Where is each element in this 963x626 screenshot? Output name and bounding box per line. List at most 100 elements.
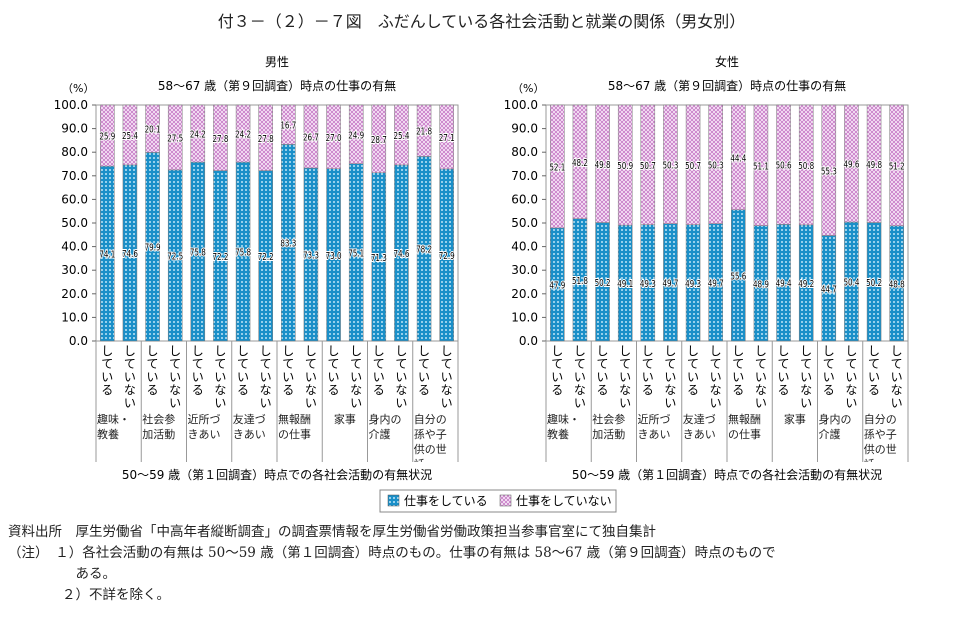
data-label-not-working: 50.6 <box>776 161 792 172</box>
subcategory-label-char: し <box>597 344 609 358</box>
subcategory-label-char: て <box>395 357 407 371</box>
bar-not-working <box>550 104 565 229</box>
bar-not-working <box>640 104 656 225</box>
subcategory-label-char: い <box>305 396 317 410</box>
bar-not-working <box>213 104 228 171</box>
subcategory-label-char: い <box>845 370 857 384</box>
y-tick-label: 0.0 <box>519 334 538 348</box>
data-label-not-working: 25.4 <box>393 131 409 142</box>
group-label-box: 無報酬の仕事 <box>728 413 761 441</box>
chart-female: 女性 58～67 歳（第９回調査）時点の仕事の有無 （%） 0.0 10.0 20.0 30… <box>504 54 909 482</box>
data-label-working: 75.8 <box>190 248 206 259</box>
subcategory-label-char: し <box>755 344 767 358</box>
group-label-box: 趣味・教養 <box>97 413 130 441</box>
subcategory-label-char: て <box>328 357 340 371</box>
subcategory-label-char: て <box>800 357 812 371</box>
subcategory-label-char: い <box>147 370 159 384</box>
data-label-working: 49.7 <box>662 278 678 289</box>
subcategory-label-char: い <box>778 370 790 384</box>
subcategory-label-char: い <box>328 370 340 384</box>
data-label-working: 48.9 <box>753 279 769 290</box>
subcategory-label-char: な <box>214 383 226 397</box>
chart-subtitle: 58～67 歳（第９回調査）時点の仕事の有無 <box>158 78 396 93</box>
subcategory-label-char: て <box>597 357 609 371</box>
bar-not-working <box>371 104 387 173</box>
data-label-not-working: 51.1 <box>753 161 769 172</box>
subcategory-label-char: て <box>755 357 767 371</box>
group-label-box: 趣味・教養 <box>547 413 580 441</box>
group-label-box: 近所づきあい <box>188 413 221 441</box>
bar-not-working <box>167 104 183 171</box>
subcategory-label-char: る <box>597 383 609 397</box>
data-label-not-working: 24.9 <box>348 130 364 141</box>
group-label: 社会参加活動 <box>142 413 176 441</box>
subcategory-label-char: て <box>664 357 676 371</box>
subcategory-label-char: し <box>551 344 563 358</box>
subcategory-label-char: い <box>214 396 226 410</box>
y-tick-label: 90.0 <box>511 122 538 136</box>
subcategory-label-char: い <box>101 370 113 384</box>
subcategory-label-char: い <box>619 370 631 384</box>
data-label-not-working: 44.4 <box>730 153 746 164</box>
y-tick-label: 30.0 <box>511 263 538 277</box>
data-label-not-working: 50.3 <box>708 160 724 171</box>
subcategory-label-char: て <box>687 357 699 371</box>
chart-area: 男性 58～67 歳（第９回調査）時点の仕事の有無 （%） 0.0 10.0 20.0 30… <box>54 54 909 513</box>
data-label-not-working: 28.7 <box>371 135 387 146</box>
group-label: 自分の孫や子供の世話 <box>863 413 897 462</box>
subcategory-label-char: い <box>687 370 699 384</box>
subcategory-label-char: て <box>441 357 453 371</box>
y-tick-label: 40.0 <box>61 240 88 254</box>
subcategory-label-char: て <box>619 357 631 371</box>
subcategory-label-char: い <box>800 370 812 384</box>
note-1: （注） １）各社会活動の有無は 50～59 歳（第１回調査）時点のもの。仕事の有… <box>8 545 776 561</box>
bar-not-working <box>100 104 115 167</box>
subcategory-label-char: な <box>395 383 407 397</box>
subcategory-label-char: な <box>845 383 857 397</box>
subcategory-label-char: し <box>732 344 744 358</box>
subcategory-label-char: て <box>101 357 113 371</box>
group-label: 趣味・教養 <box>547 413 580 441</box>
group-label-box: 無報酬の仕事 <box>278 413 311 441</box>
bar-not-working <box>394 104 409 166</box>
subcategory-label-char: る <box>778 383 790 397</box>
subcategory-label-char: し <box>237 344 249 358</box>
subcategory-label-char: な <box>124 383 136 397</box>
bar-not-working <box>235 104 251 163</box>
subcategory-label-char: し <box>101 344 113 358</box>
data-label-working: 73.0 <box>326 251 342 262</box>
y-tick-label: 30.0 <box>61 263 88 277</box>
subcategory-label-char: い <box>418 370 430 384</box>
y-tick-label: 10.0 <box>61 310 88 324</box>
subcategory-label-char: る <box>192 383 204 397</box>
y-tick-label: 10.0 <box>511 310 538 324</box>
data-label-working: 49.3 <box>685 279 701 290</box>
y-tick-label: 60.0 <box>61 192 88 206</box>
data-label-not-working: 51.2 <box>889 161 905 172</box>
data-label-working: 50.4 <box>843 278 859 289</box>
data-label-working: 50.2 <box>866 278 882 289</box>
bar-not-working <box>416 104 432 157</box>
subcategory-label-char: し <box>260 344 272 358</box>
subcategory-label-char: い <box>823 370 835 384</box>
subcategory-label-char: て <box>305 357 317 371</box>
subcategory-label-char: て <box>551 357 563 371</box>
data-label-working: 74.6 <box>122 249 138 260</box>
data-label-not-working: 48.2 <box>572 158 588 169</box>
subcategory-label-char: し <box>664 344 676 358</box>
data-label-working: 72.9 <box>439 251 455 262</box>
y-tick-label: 40.0 <box>511 240 538 254</box>
subcategory-label-char: い <box>260 370 272 384</box>
data-label-working: 50.2 <box>595 278 611 289</box>
subcategory-label-char: な <box>710 383 722 397</box>
subcategory-label-char: い <box>124 370 136 384</box>
data-label-not-working: 55.3 <box>821 166 837 177</box>
data-label-not-working: 20.1 <box>145 125 161 136</box>
data-label-not-working: 50.7 <box>640 161 656 172</box>
subcategory-label-char: て <box>642 357 654 371</box>
data-label-working: 44.7 <box>821 284 837 295</box>
subcategory-label-char: な <box>169 383 181 397</box>
data-label-working: 72.5 <box>167 251 183 262</box>
subcategory-label-char: い <box>124 396 136 410</box>
